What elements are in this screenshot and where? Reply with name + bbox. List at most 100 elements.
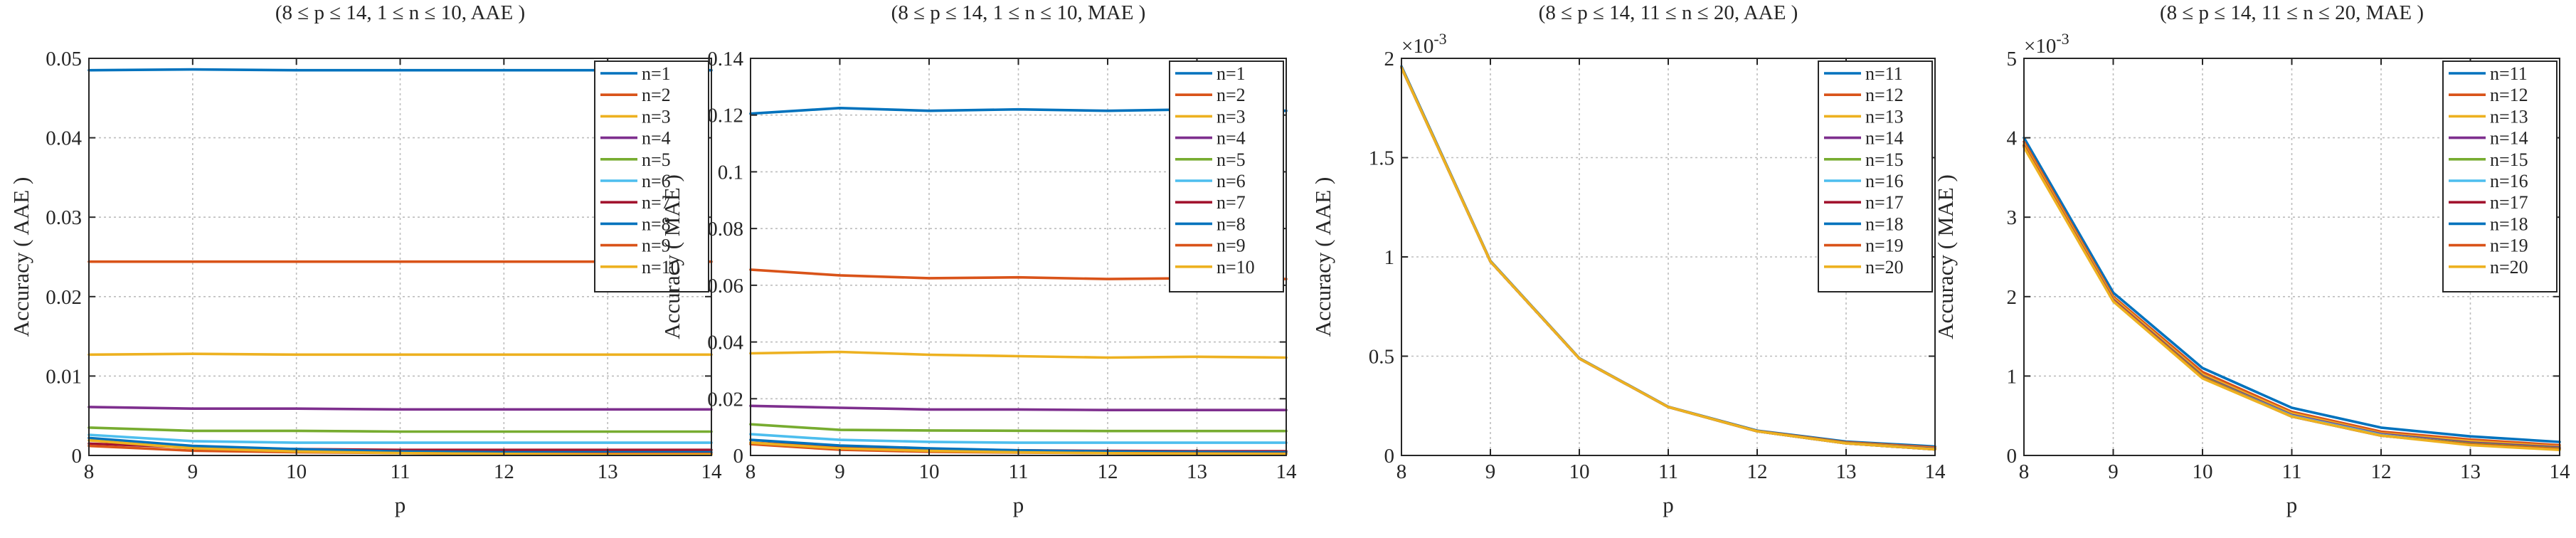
x-tick-label: 10 <box>919 460 940 483</box>
legend-label: n=9 <box>1217 236 1246 256</box>
legend-label: n=7 <box>1217 192 1246 213</box>
x-tick-label: 9 <box>2108 460 2119 483</box>
series-line-n-5 <box>88 426 713 433</box>
x-axis-label: p <box>2286 492 2298 517</box>
series-line-n-20 <box>2023 146 2561 452</box>
legend-label: n=1 <box>642 63 671 84</box>
legend-label: n=11 <box>2490 63 2528 84</box>
x-tick-label: 8 <box>1396 460 1407 483</box>
x-tick-label: 10 <box>1569 460 1590 483</box>
legend-label: n=8 <box>642 213 671 234</box>
legend-label: n=11 <box>1865 63 1903 84</box>
y-tick-label: 3 <box>2007 206 2018 229</box>
legend-label: n=15 <box>1865 149 1904 170</box>
y-axis-label: Accuracy ( MAE ) <box>659 174 684 339</box>
x-tick-label: 11 <box>1009 460 1029 483</box>
legend-label: n=5 <box>642 149 671 170</box>
legend-label: n=10 <box>642 257 680 278</box>
y-tick-label: 0.06 <box>707 275 743 297</box>
legend: n=1n=2n=3n=4n=5n=6n=7n=8n=9n=10 <box>594 60 709 292</box>
x-tick-label: 12 <box>1098 460 1118 483</box>
legend: n=11n=12n=13n=14n=15n=16n=17n=18n=19n=20 <box>2442 60 2558 292</box>
x-axis-label: p <box>1013 492 1024 517</box>
y-tick-label: 0.02 <box>46 286 82 309</box>
y-tick-label: 0.05 <box>46 48 82 70</box>
y-tick-label: 2 <box>1384 48 1395 70</box>
y-tick-label: 0.04 <box>707 332 743 354</box>
series-line-n-3 <box>749 350 1288 359</box>
legend-label: n=2 <box>1217 85 1246 105</box>
legend-label: n=12 <box>1865 85 1904 105</box>
x-tick-label: 14 <box>1276 460 1298 483</box>
chart-title: (8 ≤ p ≤ 14, 1 ≤ n ≤ 10, AAE ) <box>275 1 525 24</box>
y-axis-label: Accuracy ( MAE ) <box>1933 174 1958 339</box>
legend-label: n=3 <box>642 106 671 127</box>
legend-label: n=19 <box>1865 236 1904 256</box>
series-line-n-6 <box>88 433 713 444</box>
y-tick-label: 0.14 <box>707 48 743 70</box>
y-exponent-power: -3 <box>1433 30 1446 48</box>
legend-label: n=4 <box>642 128 671 149</box>
legend-label: n=14 <box>1865 128 1904 149</box>
legend-label: n=6 <box>1217 171 1246 191</box>
series-line-n-20 <box>1400 66 1936 451</box>
y-tick-label: 0 <box>1384 445 1395 468</box>
series-line-n-11 <box>2023 136 2561 443</box>
legend-label: n=18 <box>2490 213 2528 234</box>
series-line-n-4 <box>749 404 1288 412</box>
x-tick-label: 12 <box>494 460 514 483</box>
x-tick-label: 14 <box>1925 460 1946 483</box>
y-tick-label: 1.5 <box>1369 147 1394 170</box>
y-tick-label: 1 <box>2007 365 2018 388</box>
x-tick-label: 9 <box>834 460 845 483</box>
x-tick-label: 14 <box>701 460 723 483</box>
legend-label: n=1 <box>1217 63 1246 84</box>
legend-box <box>1818 60 1933 292</box>
legend-label: n=17 <box>2490 192 2528 213</box>
x-tick-label: 11 <box>2282 460 2302 483</box>
y-exponent-base: ×10 <box>1401 35 1433 58</box>
y-exponent-base: ×10 <box>2024 35 2056 58</box>
chart-panel-1: 8 9 10 11 12 13 14 0 0.01 0.02 0.03 0.04 0.05 (8 ≤ p … <box>9 1 722 517</box>
legend-label: n=20 <box>1865 257 1904 278</box>
y-tick-label: 4 <box>2007 127 2018 150</box>
chart-panel-2: 8 9 10 11 12 13 14 0 0.02 0.04 0.06 0.08 0.1 0.12 0.14… <box>659 1 1297 517</box>
x-tick-label: 11 <box>391 460 410 483</box>
series-line-n-4 <box>88 406 713 411</box>
legend-label: n=20 <box>2490 257 2528 278</box>
x-tick-label: 14 <box>2550 460 2571 483</box>
x-tick-label: 13 <box>1836 460 1857 483</box>
legend-label: n=8 <box>1217 213 1246 234</box>
x-tick-label: 8 <box>746 460 756 483</box>
legend-label: n=18 <box>1865 213 1904 234</box>
x-tick-label: 12 <box>2371 460 2392 483</box>
x-tick-label: 11 <box>1658 460 1678 483</box>
y-tick-label: 0 <box>733 445 744 468</box>
y-tick-label: 0.03 <box>46 206 82 229</box>
y-tick-label: 0 <box>2007 445 2018 468</box>
legend-label: n=7 <box>642 192 671 213</box>
series-line-n-5 <box>749 423 1288 433</box>
legend-box <box>594 60 709 292</box>
legend-label: n=3 <box>1217 106 1246 127</box>
legend-label: n=6 <box>642 171 671 191</box>
y-exponent-label: ×10-3 <box>1401 30 1447 58</box>
y-tick-label: 0.12 <box>707 105 743 127</box>
legend-box <box>1169 60 1284 292</box>
x-tick-label: 13 <box>1187 460 1207 483</box>
chart-title: (8 ≤ p ≤ 14, 11 ≤ n ≤ 20, AAE ) <box>1539 1 1798 24</box>
legend: n=1n=2n=3n=4n=5n=6n=7n=8n=9n=10 <box>1169 60 1284 292</box>
y-axis-label: Accuracy ( AAE ) <box>1310 177 1335 337</box>
y-tick-label: 0.1 <box>718 161 743 184</box>
x-tick-label: 10 <box>2193 460 2213 483</box>
y-tick-label: 0.04 <box>46 127 82 150</box>
x-tick-label: 9 <box>188 460 198 483</box>
legend-label: n=2 <box>642 85 671 105</box>
y-exponent-label: ×10-3 <box>2024 30 2069 58</box>
legend-label: n=9 <box>642 236 671 256</box>
legend-label: n=16 <box>2490 171 2528 191</box>
legend-label: n=14 <box>2490 128 2528 149</box>
